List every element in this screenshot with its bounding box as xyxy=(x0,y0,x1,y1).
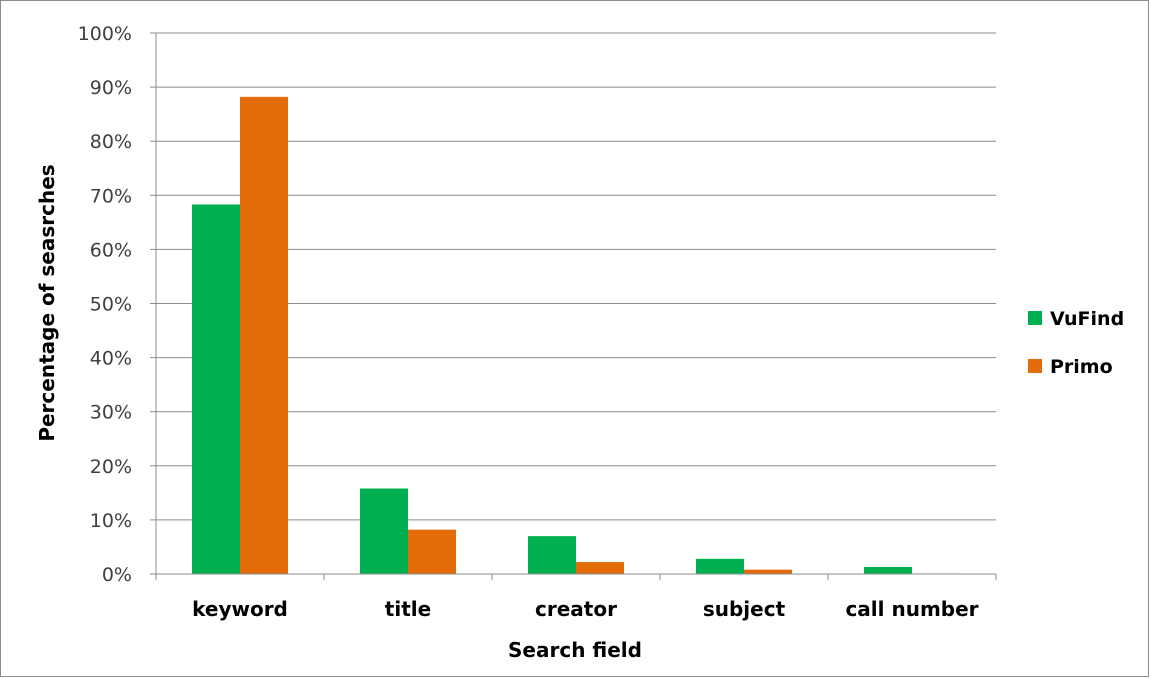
y-tick-label: 60% xyxy=(90,239,132,261)
x-category-label: call number xyxy=(845,597,978,621)
x-category-labels: keyword title creator subject call number xyxy=(192,597,979,621)
bars xyxy=(192,96,960,574)
gridlines xyxy=(156,32,996,521)
x-category-label: subject xyxy=(703,597,786,621)
y-tick-label: 90% xyxy=(90,77,132,99)
bar-vufind-keyword xyxy=(192,204,240,574)
bar-primo-keyword xyxy=(240,96,288,574)
x-axis-title: Search field xyxy=(508,638,642,662)
bar-vufind-subject xyxy=(696,558,744,574)
x-category-label: creator xyxy=(535,597,617,621)
y-tick-label: 100% xyxy=(78,23,132,45)
y-tick-label: 50% xyxy=(90,294,132,316)
y-tick-label: 20% xyxy=(90,456,132,478)
y-tick-label: 80% xyxy=(90,131,132,153)
x-category-label: title xyxy=(385,597,431,621)
y-axis-title: Percentage of seasrches xyxy=(35,164,59,441)
bar-vufind-creator xyxy=(528,536,576,574)
y-tick-label: 40% xyxy=(90,348,132,370)
y-tick-label: 10% xyxy=(90,510,132,532)
legend: VuFind Primo xyxy=(1028,308,1124,378)
x-category-label: keyword xyxy=(192,597,288,621)
bar-vufind-title xyxy=(360,488,408,574)
bar-primo-creator xyxy=(576,562,624,574)
legend-swatch-primo xyxy=(1028,359,1042,373)
y-tick-label: 0% xyxy=(102,564,132,586)
axes xyxy=(150,32,997,580)
legend-label-vufind: VuFind xyxy=(1050,308,1124,330)
bar-vufind-call-number xyxy=(864,566,912,574)
legend-label-primo: Primo xyxy=(1050,356,1113,378)
y-tick-label: 30% xyxy=(90,402,132,424)
y-tick-labels: 0% 10% 20% 30% 40% 50% 60% 70% 80% 90% 100% xyxy=(78,23,132,586)
y-tick-label: 70% xyxy=(90,185,132,207)
legend-swatch-vufind xyxy=(1028,311,1042,325)
bar-primo-title xyxy=(408,529,456,574)
bar-primo-subject xyxy=(744,569,792,574)
